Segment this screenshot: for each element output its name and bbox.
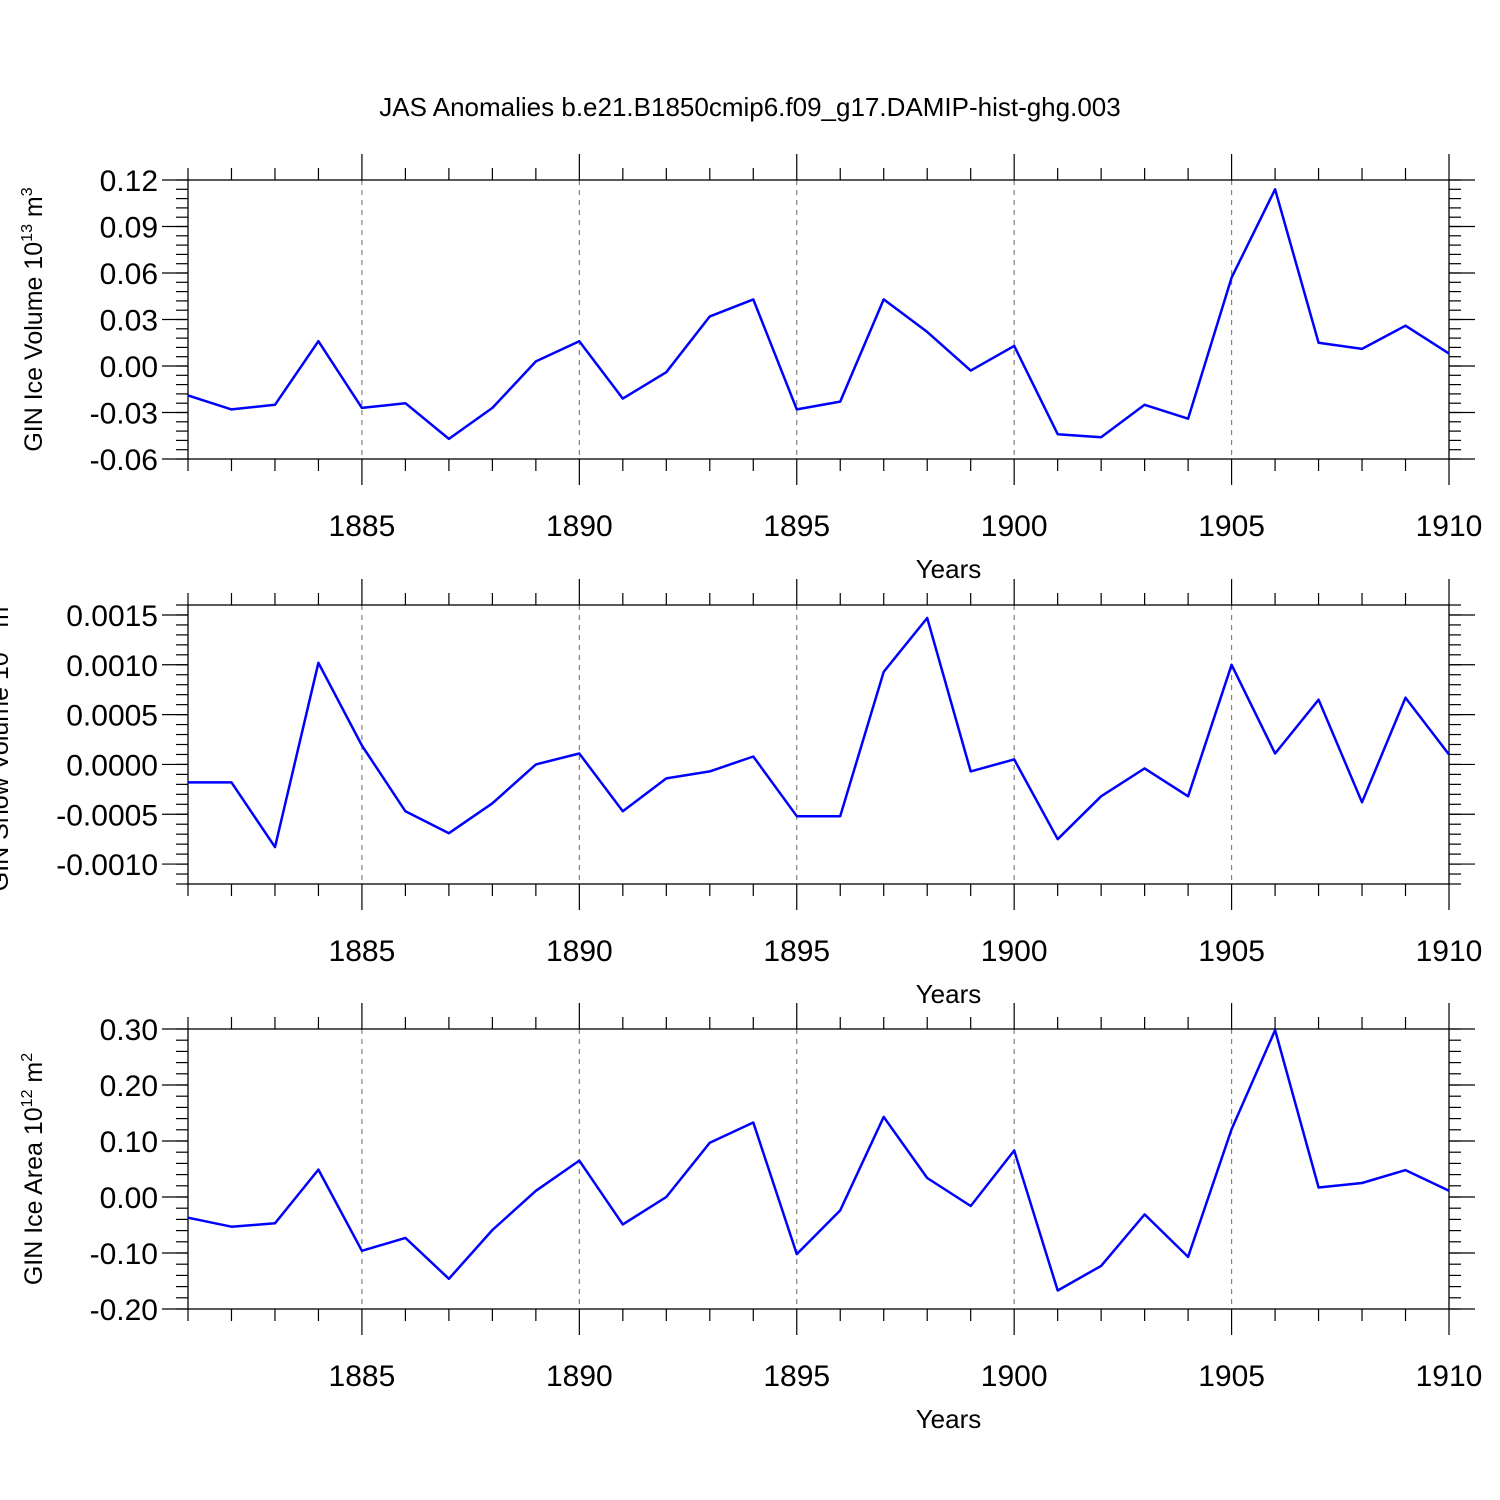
x-axis-label: Years (916, 554, 982, 584)
y-tick-label: 0.12 (100, 165, 158, 198)
y-tick-label: -0.06 (90, 444, 158, 477)
y-tick-label: 0.20 (100, 1070, 158, 1103)
y-tick-label: 0.0005 (66, 700, 158, 733)
x-axis-label: Years (916, 979, 982, 1009)
y-tick-label: 0.00 (100, 1182, 158, 1215)
x-tick-label: 1890 (546, 1360, 613, 1393)
y-axis-label: GIN Snow Volume 1013 m3 (0, 598, 14, 892)
x-tick-label: 1900 (981, 935, 1048, 968)
y-tick-label: 0.0015 (66, 600, 158, 633)
chart-title: JAS Anomalies b.e21.B1850cmip6.f09_g17.D… (379, 92, 1120, 122)
x-tick-label: 1895 (763, 1360, 830, 1393)
x-tick-label: 1890 (546, 510, 613, 543)
chart-panel-2: 1885 1890 1895 1900 1905 1910 Years -0.0010 -0.0… (0, 579, 1482, 1009)
x-tick-label: 1885 (329, 1360, 396, 1393)
x-tick-label: 1900 (981, 1360, 1048, 1393)
y-tick-label: -0.0005 (56, 799, 158, 832)
y-tick-label: 0.0000 (66, 749, 158, 782)
y-tick-label: 0.10 (100, 1126, 158, 1159)
x-tick-label: 1885 (329, 510, 396, 543)
x-tick-label: 1885 (329, 935, 396, 968)
x-tick-label: 1895 (763, 510, 830, 543)
y-tick-label: -0.10 (90, 1238, 158, 1271)
chart-panel-3: 1885 1890 1895 1900 1905 1910 Years -0.20 -0.10 0… (19, 1003, 1482, 1434)
y-tick-label: 0.00 (100, 351, 158, 384)
x-tick-label: 1910 (1416, 510, 1483, 543)
y-axis-label: GIN Ice Volume 1013 m3 (19, 187, 48, 451)
y-tick-label: -0.0010 (56, 849, 158, 882)
y-tick-label: -0.20 (90, 1294, 158, 1327)
y-tick-label: 0.30 (100, 1014, 158, 1047)
x-tick-label: 1905 (1198, 935, 1265, 968)
series-line (187, 1028, 1450, 1292)
x-tick-label: 1900 (981, 510, 1048, 543)
series-line (187, 188, 1450, 441)
y-axis-label: GIN Ice Area 1012 m2 (19, 1053, 48, 1285)
plot-frame (187, 604, 1450, 885)
y-tick-label: 0.06 (100, 258, 158, 291)
x-tick-label: 1905 (1198, 1360, 1265, 1393)
y-tick-label: 0.03 (100, 305, 158, 338)
x-axis-label: Years (916, 1404, 982, 1434)
y-tick-label: -0.03 (90, 398, 158, 431)
chart-panel-1: 1885 1890 1895 1900 1905 1910 Years -0.06 -0.03 0… (19, 154, 1482, 584)
x-tick-label: 1905 (1198, 510, 1265, 543)
x-tick-label: 1910 (1416, 935, 1483, 968)
y-tick-label: 0.09 (100, 212, 158, 245)
x-tick-label: 1910 (1416, 1360, 1483, 1393)
plot-frame (187, 1028, 1450, 1310)
series-line (188, 616, 1450, 849)
x-tick-label: 1890 (546, 935, 613, 968)
y-tick-label: 0.0010 (66, 650, 158, 683)
x-tick-label: 1895 (763, 935, 830, 968)
